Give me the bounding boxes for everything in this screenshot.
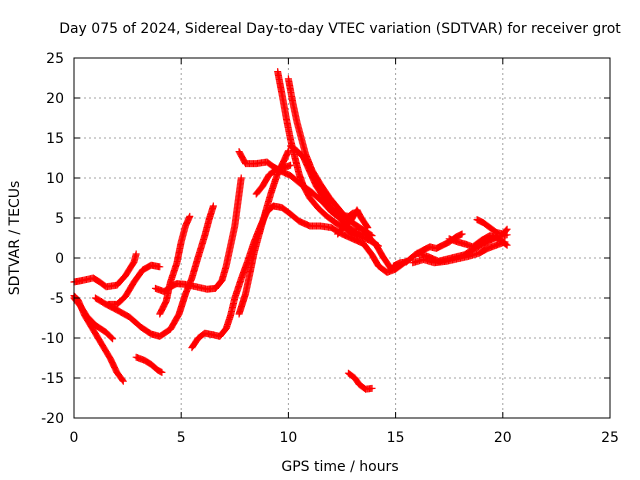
- y-tick-label: 10: [46, 171, 64, 187]
- series-sat-k: [235, 148, 395, 273]
- series-sat-v: [473, 216, 511, 238]
- data-point: [503, 225, 511, 233]
- y-tick-label: 0: [55, 251, 64, 267]
- grid-lines: [74, 58, 610, 418]
- x-tick-label: 25: [601, 430, 619, 446]
- data-point: [156, 263, 164, 271]
- data-point: [373, 241, 381, 249]
- data-point: [363, 223, 371, 231]
- data-point: [119, 376, 127, 384]
- x-tick-label: 10: [279, 430, 297, 446]
- series-sat-r: [389, 230, 466, 270]
- data-point: [287, 161, 295, 169]
- data-markers: [70, 68, 511, 393]
- data-point: [368, 384, 376, 392]
- data-point: [364, 224, 372, 232]
- series-sat-o: [252, 161, 295, 198]
- data-point: [237, 174, 245, 182]
- x-tick-label: 5: [177, 430, 186, 446]
- data-point: [119, 377, 127, 385]
- x-tick-label: 20: [494, 430, 512, 446]
- x-axis-label: GPS time / hours: [281, 459, 398, 475]
- data-point: [108, 334, 116, 342]
- series-sat-u: [445, 232, 511, 251]
- data-point: [368, 232, 376, 240]
- data-point: [367, 231, 375, 239]
- series-sat-d: [91, 202, 217, 340]
- data-point: [502, 226, 510, 234]
- data-point: [158, 368, 166, 376]
- series-sat-p: [334, 206, 372, 238]
- y-tick-label: -5: [50, 291, 64, 307]
- series-sat-b: [70, 294, 117, 343]
- plot-frame: [73, 57, 611, 419]
- series-sat-h: [156, 212, 194, 318]
- x-tick-label: 0: [70, 430, 79, 446]
- chart-title: Day 075 of 2024, Sidereal Day-to-day VTE…: [59, 21, 621, 37]
- series-sat-n: [287, 142, 357, 220]
- data-point: [209, 202, 217, 210]
- y-axis-ticks: -20 -15 -10 -5 0 5 10 15 20 25: [41, 51, 610, 427]
- series-sat-f: [132, 353, 166, 376]
- data-point: [458, 230, 466, 238]
- x-axis-ticks: 0 5 10 15 20 25: [70, 58, 619, 446]
- data-point: [503, 241, 511, 249]
- y-tick-label: 5: [55, 211, 64, 227]
- y-tick-label: 15: [46, 131, 64, 147]
- data-point: [374, 242, 382, 250]
- data-point: [186, 212, 194, 220]
- y-axis-label: SDTVAR / TECUs: [7, 181, 23, 296]
- y-tick-label: -20: [41, 411, 64, 427]
- x-tick-label: 15: [387, 430, 405, 446]
- series-sat-q: [344, 369, 376, 393]
- y-tick-label: -15: [41, 371, 64, 387]
- data-point: [502, 240, 510, 248]
- series-sat-j: [235, 147, 292, 318]
- y-tick-label: 25: [46, 51, 64, 67]
- series-sat-e: [104, 261, 164, 308]
- y-tick-label: 20: [46, 91, 64, 107]
- data-point: [109, 335, 117, 343]
- data-point: [132, 250, 140, 258]
- y-tick-label: -10: [41, 331, 64, 347]
- series-sat-c: [70, 250, 140, 291]
- series-sat-g: [151, 174, 245, 296]
